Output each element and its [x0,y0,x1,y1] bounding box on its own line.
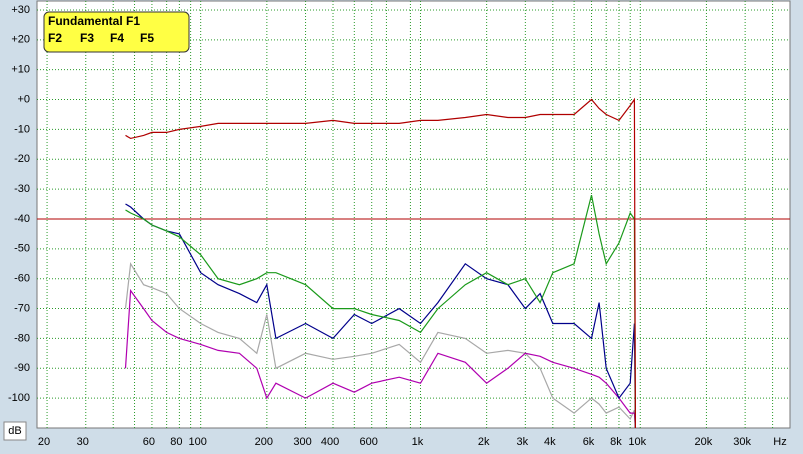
legend-label: F4 [110,31,124,45]
x-tick-label: 10k [628,436,646,448]
legend-box [43,11,190,53]
legend-label: F5 [140,31,154,45]
x-tick-label: 6k [583,436,595,448]
y-tick-label: +10 [11,64,30,76]
x-tick-label: 1k [412,436,424,448]
y-tick-label: -10 [14,123,30,135]
y-tick-label: -50 [14,243,30,255]
y-tick-label: -60 [14,273,30,285]
x-tick-label: 2k [478,436,490,448]
lines [124,97,636,429]
y-tick-label: -90 [14,362,30,374]
x-tick-label: 600 [360,436,378,448]
y-tick-label: -80 [14,332,30,344]
x-tick-label: 30k [733,436,751,448]
plot-area [36,0,791,429]
series-line [124,288,636,429]
x-tick-label: 400 [321,436,339,448]
grid [37,1,790,428]
series-line [125,97,636,429]
x-tick-label: 100 [189,436,207,448]
legend-label: F3 [80,31,94,45]
y-tick-label: +0 [17,93,30,105]
x-tick-label: 80 [170,436,182,448]
legend: Fundamental F1 F2 F3 F4 F5 [43,11,190,53]
x-tick-label: 300 [293,436,311,448]
x-tick-label: 30 [77,436,89,448]
y-tick-label: +20 [11,34,30,46]
y-tick-label: -40 [14,213,30,225]
x-tick-label: 20 [38,436,50,448]
series-line [124,262,636,429]
y-tick-label: +30 [11,4,30,16]
legend-label: F2 [48,31,62,45]
y-tick-label: -70 [14,302,30,314]
y-tick-label: -100 [8,392,30,404]
x-tick-label: 4k [544,436,556,448]
x-axis-label: Hz [773,436,786,448]
y-label-box [3,421,27,441]
y-tick-label: -30 [14,183,30,195]
y-tick-label: -20 [14,153,30,165]
x-tick-label: 8k [610,436,622,448]
x-tick-label: 3k [517,436,529,448]
x-tick-label: 200 [255,436,273,448]
y-axis-label: dB [8,425,21,437]
x-tick-label: 60 [143,436,155,448]
series-line [125,203,636,429]
legend-label: Fundamental F1 [48,14,140,28]
x-tick-label: 20k [695,436,713,448]
series-line [125,194,636,429]
